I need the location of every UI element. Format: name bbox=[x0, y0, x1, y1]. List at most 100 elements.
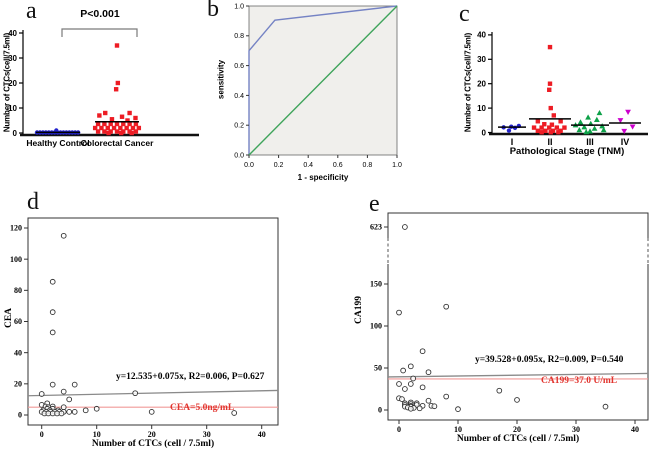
data-point bbox=[92, 125, 98, 131]
data-point bbox=[132, 390, 139, 397]
panel-e-x-axis-title: Number of CTCs (cell / 7.5ml) bbox=[456, 434, 580, 444]
data-point bbox=[402, 386, 408, 392]
data-point bbox=[133, 121, 139, 127]
tick-label: 0.6 bbox=[333, 162, 343, 169]
category-label: I bbox=[511, 137, 514, 147]
data-point bbox=[396, 381, 402, 387]
data-point bbox=[617, 118, 624, 124]
tick-label: 40 bbox=[477, 31, 486, 40]
data-point bbox=[549, 122, 555, 127]
data-point bbox=[407, 405, 414, 412]
tick-label: 30 bbox=[477, 55, 486, 64]
data-point bbox=[535, 128, 541, 133]
panel-e-regression-annotation: y=39.528+0.095x, R2=0.009, P=0.540 bbox=[475, 355, 624, 365]
data-point bbox=[60, 232, 67, 239]
tick-label: 0.2 bbox=[234, 123, 244, 130]
tick-label: 10 bbox=[8, 104, 17, 113]
data-point bbox=[550, 128, 556, 133]
data-point bbox=[506, 128, 512, 133]
tick-label: 20 bbox=[477, 80, 486, 89]
data-point bbox=[547, 44, 553, 50]
data-point bbox=[416, 405, 423, 412]
panel-d-label: d bbox=[27, 189, 39, 215]
tick-label: 80 bbox=[14, 286, 22, 295]
panel-c-label: c bbox=[459, 1, 470, 27]
panel-a-chart: 0 10 20 30 40 bbox=[8, 28, 199, 138]
data-point bbox=[102, 121, 107, 127]
tick-label: 100 bbox=[370, 322, 382, 331]
panel-d-regression-annotation: y=12.535+0.075x, R2=0.006, P=0.627 bbox=[116, 372, 265, 382]
regression-line bbox=[387, 372, 649, 378]
data-point bbox=[554, 125, 560, 130]
data-point bbox=[66, 396, 73, 403]
data-point bbox=[556, 130, 561, 135]
data-point bbox=[542, 122, 547, 127]
data-point bbox=[443, 393, 450, 400]
tick-label: 0.2 bbox=[274, 162, 284, 169]
data-point bbox=[114, 129, 120, 134]
data-point bbox=[396, 309, 402, 316]
tick-label: 10 bbox=[93, 430, 101, 439]
tick-label: 20 bbox=[513, 425, 521, 434]
data-point bbox=[129, 130, 134, 136]
data-point bbox=[535, 119, 541, 124]
data-point bbox=[399, 396, 405, 402]
plot-area bbox=[387, 212, 649, 421]
data-point bbox=[66, 409, 73, 415]
data-point bbox=[496, 387, 503, 394]
tick-label: 10 bbox=[454, 425, 462, 434]
data-point bbox=[60, 388, 67, 395]
tick-label: 30 bbox=[572, 425, 580, 434]
tick-label: 120 bbox=[10, 224, 22, 233]
tick-label: 100 bbox=[10, 255, 22, 264]
panel-e-y-axis-title: CA199 bbox=[354, 296, 364, 324]
data-point bbox=[547, 87, 552, 92]
data-point bbox=[531, 125, 537, 130]
tick-label: 50 bbox=[374, 364, 382, 373]
data-point bbox=[105, 125, 110, 131]
panel-d-chart: 0 10 20 30 40 0 20 40 60 80 100 120 bbox=[10, 217, 279, 439]
data-point bbox=[600, 127, 607, 133]
tick-label: 0.4 bbox=[303, 162, 313, 169]
data-point bbox=[127, 110, 132, 116]
panel-d-threshold-annotation: CEA=5.0ng/mL bbox=[170, 403, 235, 413]
data-point bbox=[621, 128, 628, 135]
panel-a-label: a bbox=[26, 0, 37, 24]
data-point bbox=[103, 110, 108, 116]
panel-e-label: e bbox=[369, 191, 380, 217]
data-point bbox=[118, 125, 123, 131]
data-point bbox=[231, 410, 238, 416]
data-point bbox=[558, 128, 563, 133]
data-point bbox=[82, 407, 89, 414]
panel-c-y-axis-title: Number of CTCs(cell/7.5ml) bbox=[463, 32, 473, 133]
tick-label: 0 bbox=[18, 411, 22, 420]
data-point bbox=[543, 128, 548, 133]
data-point bbox=[49, 278, 56, 285]
data-point bbox=[576, 127, 583, 133]
data-point bbox=[49, 329, 56, 336]
tick-label: 40 bbox=[14, 348, 22, 357]
data-point bbox=[60, 404, 67, 411]
data-point bbox=[93, 405, 100, 412]
data-point bbox=[125, 118, 130, 123]
data-point bbox=[49, 381, 56, 388]
data-point bbox=[514, 397, 520, 403]
panel-e-threshold-annotation: CA199=37.0 U/mL bbox=[541, 376, 618, 386]
data-point bbox=[133, 115, 138, 121]
data-point bbox=[127, 121, 132, 127]
data-point bbox=[419, 348, 426, 355]
category-label: IV bbox=[621, 137, 630, 147]
panel-c-x-axis-title: Pathological Stage (TNM) bbox=[509, 146, 625, 157]
tick-label: 40 bbox=[631, 425, 639, 434]
tick-label: 20 bbox=[8, 79, 17, 88]
data-point bbox=[407, 363, 414, 370]
data-point bbox=[58, 410, 65, 417]
data-point bbox=[625, 109, 631, 116]
tick-label: 0 bbox=[378, 406, 382, 415]
panel-b-chart: 0.0 0.2 0.4 0.6 0.8 1.0 0.0 0.2 0.4 0.6 0.8 1.0 bbox=[234, 3, 402, 169]
tick-label: 0.6 bbox=[234, 63, 244, 70]
tick-label: 150 bbox=[370, 280, 382, 289]
data-point bbox=[49, 309, 56, 316]
data-point bbox=[587, 128, 593, 134]
